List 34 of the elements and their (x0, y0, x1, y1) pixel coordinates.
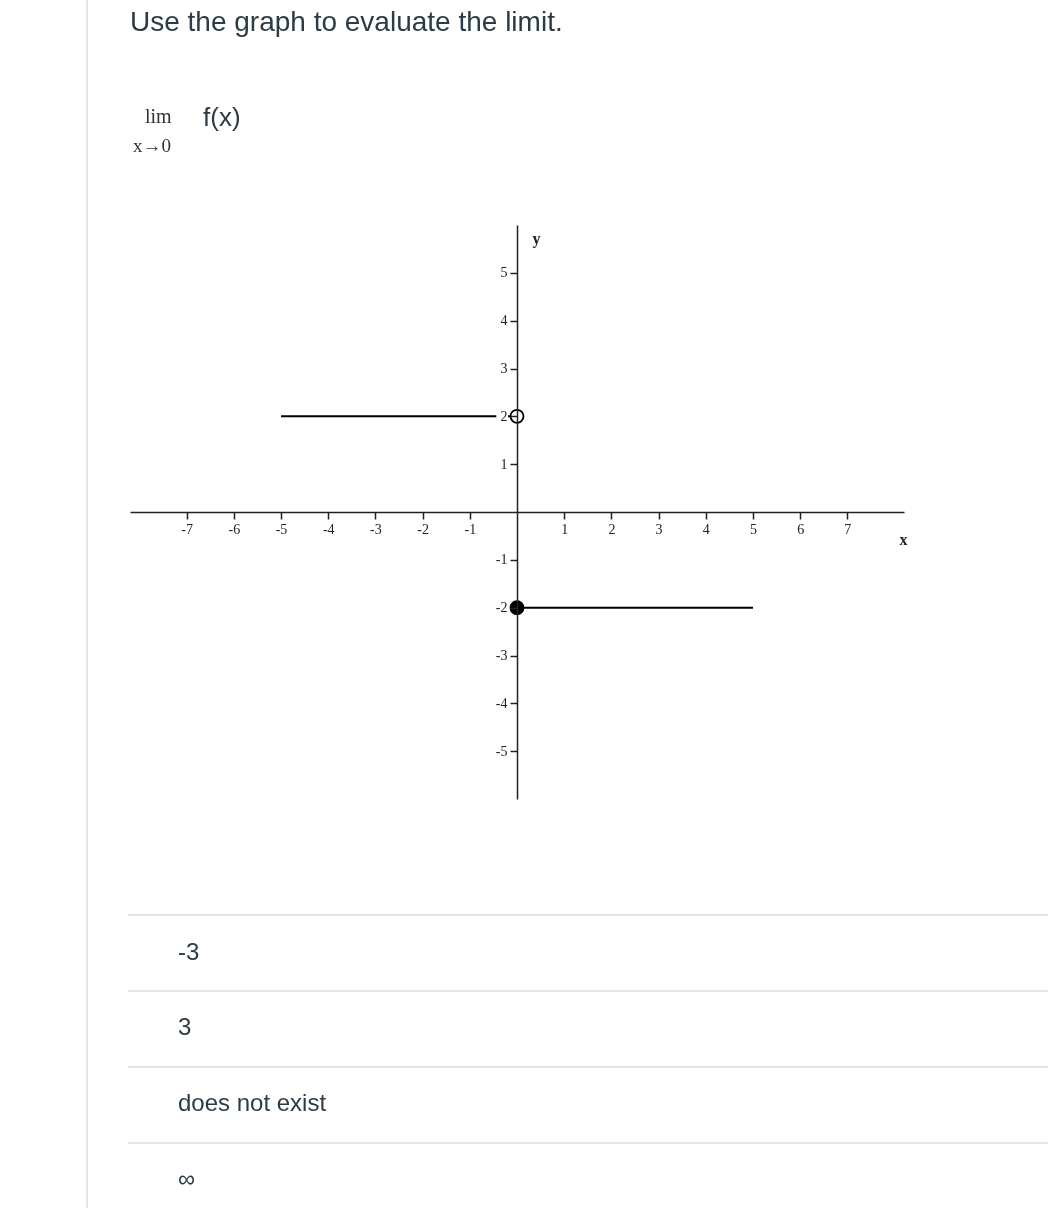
y-tick-label: -3 (495, 648, 508, 663)
x-tick-label: -4 (322, 521, 335, 537)
text: lim (145, 105, 173, 127)
text: f(x) (203, 102, 241, 132)
x-tick-label: 1 (561, 521, 569, 537)
y-tick-label: 3 (500, 361, 508, 376)
text: does not exist (178, 1089, 327, 1116)
x-tick-label: 3 (655, 521, 663, 537)
y-tick-label: -4 (495, 695, 508, 711)
x-tick-label: -2 (417, 521, 429, 537)
text: 3 (178, 1013, 192, 1040)
x-tick-label: -1 (464, 521, 477, 537)
x-axis-title: x (899, 530, 908, 548)
y-tick-label: -1 (495, 552, 508, 568)
y-tick-label: -2 (495, 600, 508, 616)
x-tick-label: -5 (275, 521, 288, 537)
y-tick-label: 5 (500, 265, 508, 281)
text: x→0 (133, 135, 171, 156)
chart-title: Use the graph to evaluate the limit. (130, 5, 563, 37)
x-tick-label: -6 (228, 521, 241, 537)
text: -3 (178, 938, 200, 965)
x-tick-label: -3 (370, 521, 382, 537)
text: ∞ (178, 1165, 196, 1192)
x-tick-label: 7 (844, 521, 852, 537)
x-tick-label: 6 (797, 521, 805, 537)
x-tick-label: 5 (749, 521, 757, 537)
x-tick-label: 2 (608, 521, 616, 537)
y-tick-label: 2 (500, 408, 508, 424)
y-axis-title: y (532, 229, 541, 248)
x-tick-label: -7 (181, 521, 193, 537)
y-tick-label: 4 (500, 313, 508, 329)
y-tick-label: 1 (500, 456, 508, 472)
x-tick-label: 4 (702, 521, 710, 537)
y-tick-label: -5 (495, 743, 508, 759)
